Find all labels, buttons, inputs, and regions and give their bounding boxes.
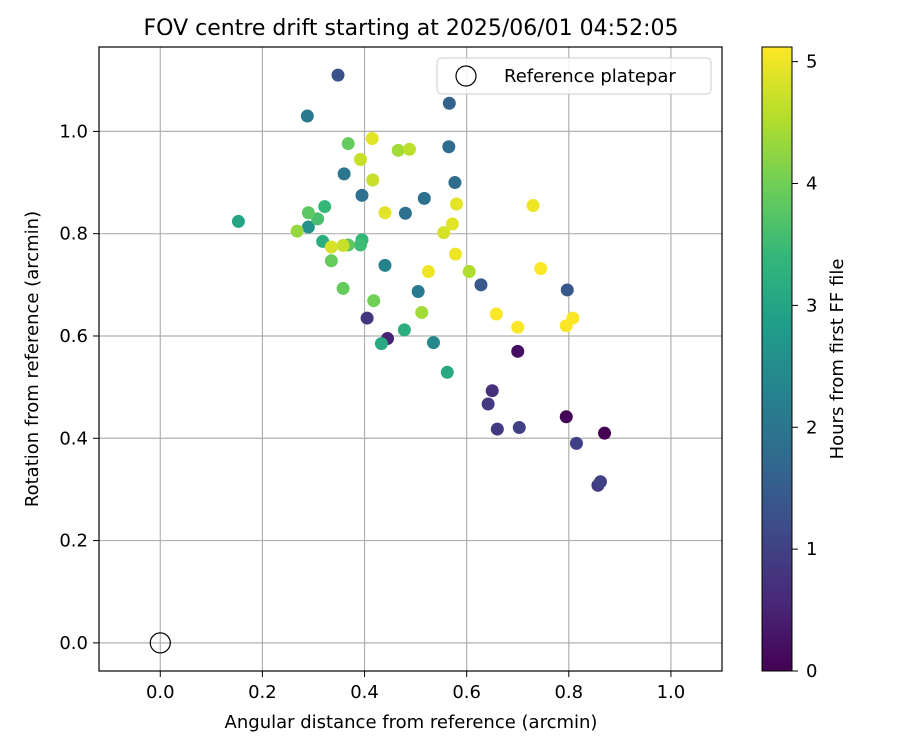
data-point (331, 68, 345, 82)
y-tick-label: 1.0 (59, 121, 88, 142)
legend-reference-marker (455, 65, 477, 87)
x-axis-ticks: 0.0 0.2 0.4 0.6 0.8 1.0 (146, 671, 685, 703)
data-point (324, 240, 338, 254)
data-point (511, 320, 525, 334)
data-point (360, 311, 374, 325)
x-tick-label: 0.0 (146, 682, 175, 703)
data-point (391, 143, 405, 157)
colorbar-tick-label: 1 (806, 539, 817, 560)
data-point (560, 283, 574, 297)
data-point (353, 238, 367, 252)
chart-title: FOV centre drift starting at 2025/06/01 … (144, 16, 679, 41)
data-point (398, 206, 412, 220)
data-point (415, 305, 429, 319)
data-point (448, 247, 462, 261)
legend-label: Reference platepar (504, 66, 676, 87)
data-point (485, 384, 499, 398)
data-point (511, 344, 525, 358)
x-tick-label: 0.8 (554, 682, 583, 703)
colorbar-gradient (761, 46, 793, 672)
data-point (341, 137, 355, 151)
data-point (569, 436, 583, 450)
data-point (437, 226, 451, 240)
data-point (301, 206, 315, 220)
data-point (512, 421, 526, 435)
y-axis-ticks: 0.0 0.2 0.4 0.6 0.8 1.0 (59, 121, 99, 654)
data-point (374, 337, 388, 351)
y-tick-label: 0.4 (59, 428, 88, 449)
data-point (442, 140, 456, 154)
y-tick-label: 0.0 (59, 633, 88, 654)
data-point (318, 200, 332, 214)
data-point (481, 397, 495, 411)
data-point (378, 258, 392, 272)
data-point (442, 96, 456, 110)
data-point (526, 199, 540, 213)
colorbar-tick-label: 0 (806, 661, 817, 682)
data-point (402, 142, 416, 156)
x-tick-label: 0.2 (248, 682, 277, 703)
colorbar-label: Hours from first FF file (827, 259, 848, 460)
legend: Reference platepar (436, 57, 712, 95)
data-point (301, 220, 315, 234)
data-point (231, 214, 245, 228)
data-point (445, 217, 459, 231)
data-point (449, 197, 463, 211)
data-point (421, 265, 435, 279)
x-tick-label: 0.4 (350, 682, 379, 703)
plot-frame (98, 46, 723, 672)
y-tick-label: 0.2 (59, 531, 88, 552)
reference-marker-group (149, 632, 171, 654)
data-point (598, 426, 612, 440)
x-tick-label: 1.0 (657, 682, 686, 703)
data-point (559, 410, 573, 424)
grid (99, 47, 722, 671)
data-point (426, 336, 440, 350)
colorbar-ticks: 0 1 2 3 4 5 (792, 52, 817, 682)
data-point (290, 224, 304, 238)
data-point (534, 261, 548, 275)
data-point (355, 188, 369, 202)
x-axis-label: Angular distance from reference (arcmin) (225, 712, 598, 733)
data-point (353, 153, 367, 167)
colorbar-tick-label: 3 (806, 295, 817, 316)
data-point (311, 212, 325, 226)
data-point (367, 294, 381, 308)
data-point (366, 173, 380, 187)
y-tick-label: 0.8 (59, 224, 88, 245)
data-point (336, 238, 350, 252)
x-tick-label: 0.6 (452, 682, 481, 703)
colorbar-tick-label: 5 (806, 52, 817, 73)
data-point (411, 284, 425, 298)
data-point (566, 311, 580, 325)
data-point (365, 132, 379, 146)
data-point (448, 176, 462, 190)
y-axis-label: Rotation from reference (arcmin) (22, 211, 43, 507)
data-point (440, 365, 454, 379)
data-point (324, 254, 338, 268)
data-point (474, 278, 488, 292)
data-point (462, 265, 476, 279)
data-point (378, 206, 392, 220)
data-point (489, 307, 503, 321)
data-point (417, 191, 431, 205)
colorbar: 0 1 2 3 4 5 Hours from first FF file (761, 46, 848, 682)
data-point (336, 281, 350, 295)
data-point (397, 323, 411, 337)
colorbar-tick-label: 2 (806, 417, 817, 438)
data-point (490, 422, 504, 436)
data-point (337, 167, 351, 181)
data-point (593, 475, 607, 489)
legend-box (436, 57, 712, 95)
reference-platepar-marker (149, 632, 171, 654)
data-point (300, 109, 314, 123)
data-points (231, 68, 612, 492)
colorbar-tick-label: 4 (806, 174, 817, 195)
y-tick-label: 0.6 (59, 326, 88, 347)
